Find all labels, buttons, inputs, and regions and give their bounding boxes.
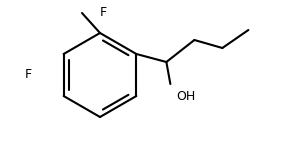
Text: OH: OH — [176, 90, 196, 103]
Text: F: F — [99, 6, 106, 19]
Text: F: F — [24, 69, 32, 82]
